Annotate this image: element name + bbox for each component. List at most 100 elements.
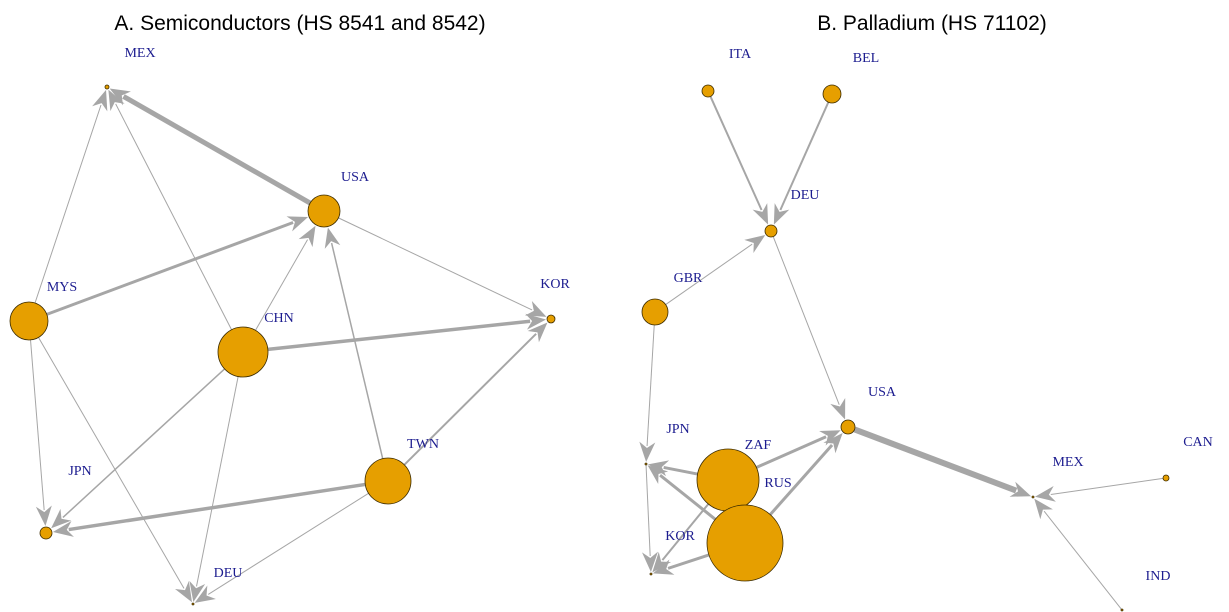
edge xyxy=(38,337,185,589)
edge xyxy=(769,443,834,516)
node-label: MEX xyxy=(124,46,155,61)
edge xyxy=(267,319,531,352)
node xyxy=(307,194,341,228)
arrowhead xyxy=(752,203,769,225)
arrowhead xyxy=(1034,485,1056,502)
edge xyxy=(659,474,717,521)
arrowhead xyxy=(652,551,672,573)
arrowhead xyxy=(639,441,656,463)
arrowhead xyxy=(51,508,72,529)
edge xyxy=(330,242,384,459)
edge xyxy=(665,243,753,305)
edge xyxy=(62,368,226,518)
arrowhead xyxy=(744,235,766,254)
node xyxy=(104,84,110,90)
node-label: IND xyxy=(1146,569,1171,584)
arrowhead xyxy=(324,227,341,249)
arrowhead xyxy=(1009,481,1032,497)
arrowhead xyxy=(527,322,548,343)
edges xyxy=(30,88,1164,610)
arrowhead xyxy=(773,203,790,225)
arrowhead xyxy=(525,313,547,330)
node-label: USA xyxy=(341,170,370,185)
edge xyxy=(255,239,308,331)
node xyxy=(9,301,49,341)
node xyxy=(706,504,784,582)
node xyxy=(546,314,556,324)
node-label: ZAF xyxy=(745,438,772,453)
edge xyxy=(207,492,369,595)
arrowhead xyxy=(108,89,125,112)
node xyxy=(701,84,715,98)
edge xyxy=(709,96,763,211)
arrowhead xyxy=(524,301,547,317)
edge xyxy=(68,482,366,532)
arrowhead xyxy=(298,225,316,248)
edge xyxy=(30,339,45,511)
edge xyxy=(115,103,233,330)
node-label: KOR xyxy=(665,529,695,544)
arrowhead xyxy=(189,580,206,603)
arrowhead xyxy=(1034,498,1053,520)
node-label: DEU xyxy=(791,188,820,203)
node xyxy=(1120,608,1124,612)
edge xyxy=(646,324,655,447)
node xyxy=(641,298,669,326)
edge xyxy=(645,464,651,557)
nodes: MEX USA KOR MYS CHN TWN JPN DEU ITA BEL DEU GBR USA J… xyxy=(9,46,1213,612)
edge xyxy=(46,221,294,316)
arrowhead xyxy=(194,585,216,603)
edge xyxy=(663,465,698,476)
edge xyxy=(667,553,710,570)
node xyxy=(840,419,856,435)
arrowhead xyxy=(830,398,846,420)
panel-title: B. Palladium (HS 71102) xyxy=(817,12,1047,35)
arrowhead xyxy=(823,432,843,454)
arrowhead xyxy=(286,216,309,232)
edge xyxy=(772,236,840,405)
node-label: DEU xyxy=(214,566,243,581)
node-label: JPN xyxy=(666,422,689,437)
node xyxy=(764,224,778,238)
arrowhead xyxy=(92,89,108,112)
edge xyxy=(779,101,830,211)
node xyxy=(364,457,412,505)
edge xyxy=(1050,477,1164,495)
arrowhead xyxy=(647,465,669,484)
edge xyxy=(338,217,533,311)
node-label: CAN xyxy=(1183,435,1213,450)
edge xyxy=(122,94,312,206)
node-label: JPN xyxy=(68,464,91,479)
node-label: KOR xyxy=(540,277,570,292)
node xyxy=(191,602,195,606)
node xyxy=(822,84,842,104)
edge xyxy=(1043,510,1122,610)
node-label: GBR xyxy=(674,271,703,286)
node-label: USA xyxy=(868,385,897,400)
node xyxy=(217,326,269,378)
node-label: ITA xyxy=(729,47,752,62)
edge xyxy=(661,503,710,561)
edge xyxy=(196,376,239,587)
arrowhead xyxy=(652,559,675,575)
node-label: BEL xyxy=(853,51,879,66)
node xyxy=(1162,474,1170,482)
node xyxy=(696,448,760,512)
node-label: RUS xyxy=(764,476,791,491)
arrowhead xyxy=(52,521,74,537)
panel-title: A. Semiconductors (HS 8541 and 8542) xyxy=(114,12,485,35)
arrowhead xyxy=(175,580,192,603)
node-label: MYS xyxy=(47,280,77,295)
node-label: CHN xyxy=(264,311,294,326)
edge xyxy=(403,333,537,466)
arrowhead xyxy=(642,551,658,573)
arrowhead xyxy=(109,88,131,106)
arrowhead xyxy=(35,505,52,527)
edge xyxy=(853,426,1018,494)
edge xyxy=(755,435,827,469)
arrowhead xyxy=(819,430,841,446)
node xyxy=(649,572,653,576)
edge xyxy=(34,104,102,304)
